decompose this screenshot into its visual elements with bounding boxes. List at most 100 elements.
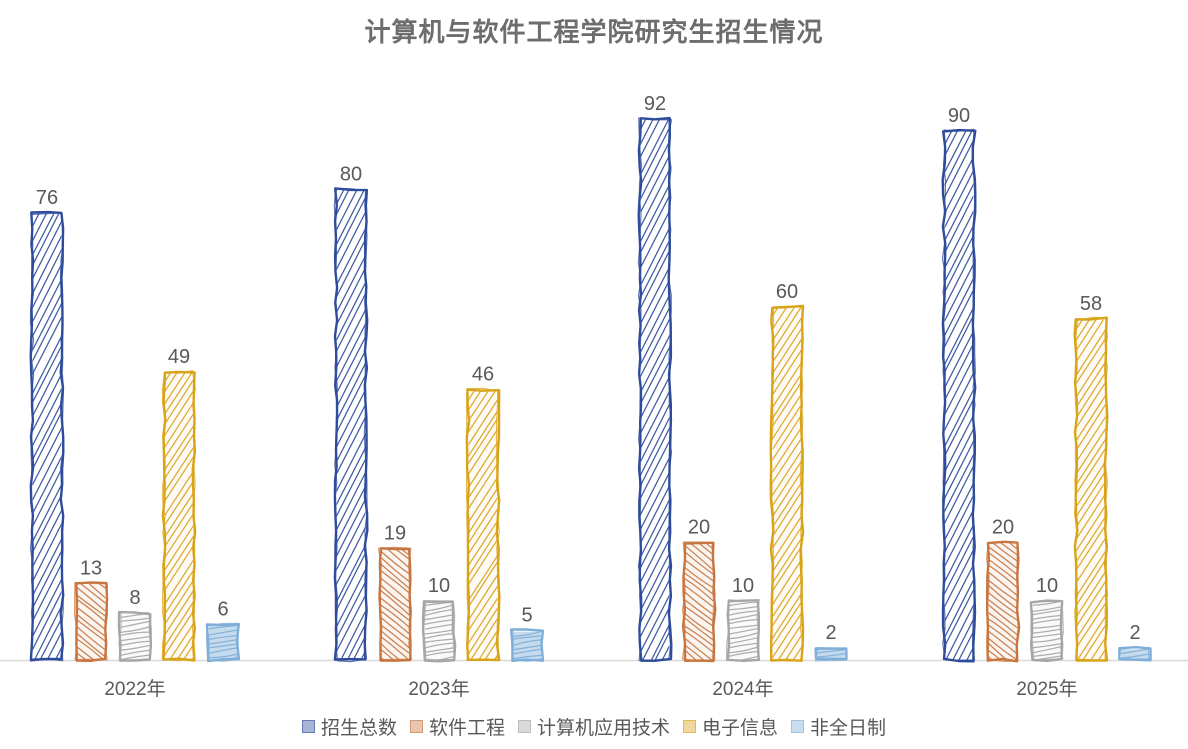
bar-value-label: 2 [1129, 622, 1140, 644]
legend-item-0[interactable]: 招生总数 [301, 713, 397, 740]
legend-swatch [791, 719, 805, 733]
legend-label: 计算机应用技术 [536, 717, 670, 739]
bar-outline-overdraw [465, 387, 500, 662]
x-axis-label: 2022年 [104, 678, 165, 700]
chart-title: 计算机与软件工程学院研究生招生情况 [364, 17, 824, 47]
bar-fill-wash [1121, 649, 1149, 660]
bar-outline-overdraw [726, 599, 760, 661]
bar-s1-c3[interactable] [986, 513, 1021, 707]
bar-fill-wash [817, 649, 845, 660]
bar-outline-overdraw [512, 628, 544, 662]
bar-value-label: 46 [472, 364, 494, 386]
bar-outline-overdraw [161, 370, 196, 662]
bar-value-label: 76 [36, 187, 58, 209]
bar-s3-c3[interactable] [847, 316, 1188, 662]
legend-item-1[interactable]: 软件工程 [409, 713, 505, 740]
legend-label: 软件工程 [428, 717, 505, 739]
bar-value-label: 60 [776, 281, 798, 303]
legend-label: 电子信息 [702, 717, 779, 739]
bar-hatch [988, 543, 1018, 661]
bar-outline-overdraw [118, 611, 152, 661]
bar-outline [117, 610, 153, 662]
bar-s4-c3[interactable] [1118, 635, 1152, 668]
bar-outline-overdraw [1119, 647, 1150, 660]
bar-value-label: 20 [992, 516, 1014, 538]
bar-outline-overdraw [333, 187, 368, 663]
bar-value-label: 13 [80, 558, 102, 580]
bar-value-label: 20 [688, 516, 710, 538]
bar-outline-overdraw [1030, 600, 1064, 661]
bar-hatch [468, 390, 498, 661]
bar-s3-c0[interactable] [0, 370, 385, 662]
bar-value-label: 92 [644, 93, 666, 115]
bar-s1-c2[interactable] [681, 512, 717, 708]
bar-outline-overdraw [770, 305, 804, 662]
bar-s1-c1[interactable] [377, 519, 412, 713]
bar-s3-c1[interactable] [286, 387, 675, 662]
bar-hatch [336, 190, 366, 661]
bar-outline-overdraw [74, 581, 108, 661]
bar-s0-c1[interactable] [88, 187, 608, 663]
bar-value-label: 49 [168, 346, 190, 368]
legend: 招生总数 软件工程 计算机应用技术 电子信息 非全日制 [0, 710, 1188, 742]
bar-value-label: 6 [217, 599, 228, 621]
bar-outline-overdraw [637, 117, 673, 662]
bar-outline-overdraw [814, 646, 848, 662]
x-axis-label: 2023年 [408, 678, 469, 700]
bar-s0-c3[interactable] [668, 128, 1188, 663]
bar-fill-wash [77, 584, 105, 660]
bar-outline [637, 116, 673, 662]
legend-swatch [517, 719, 531, 733]
bar-outline-overdraw [986, 541, 1019, 662]
bar-value-label: 10 [428, 575, 450, 597]
bar-hatch [76, 584, 106, 661]
bar-value-label: 58 [1080, 293, 1102, 315]
bar-s4-c1[interactable] [509, 618, 545, 668]
legend-label: 非全日制 [810, 717, 887, 739]
bar-value-label: 80 [340, 164, 362, 186]
bar-outline-overdraw [422, 601, 456, 661]
bar-value-label: 10 [732, 575, 754, 597]
bar-s2-c0[interactable] [117, 599, 153, 670]
legend-swatch [683, 719, 696, 733]
bar-s2-c2[interactable] [726, 586, 760, 665]
bar-s2-c1[interactable] [421, 586, 457, 667]
bar-s4-c0[interactable] [205, 611, 241, 668]
bar-value-label: 10 [1036, 575, 1058, 597]
bar-value-label: 2 [825, 622, 836, 644]
bar-value-label: 90 [948, 105, 970, 127]
legend-swatch [409, 719, 423, 733]
bar-s3-c2[interactable] [535, 304, 1037, 662]
bar-outline-overdraw [377, 546, 412, 661]
bar-hatch [32, 213, 62, 661]
bar-hatch [1032, 601, 1062, 661]
x-axis-label: 2024年 [712, 678, 773, 700]
bar-value-label: 19 [384, 522, 406, 544]
bar-outline-overdraw [1073, 316, 1109, 662]
bar-s1-c0[interactable] [74, 553, 109, 709]
bar-s2-c3[interactable] [1029, 586, 1064, 666]
legend-label: 招生总数 [320, 717, 397, 739]
bar-value-label: 5 [521, 605, 532, 627]
legend-swatch [301, 719, 315, 733]
bar-value-label: 8 [129, 587, 140, 609]
legend-item-3[interactable]: 电子信息 [683, 713, 778, 740]
legend-item-4[interactable]: 非全日制 [791, 713, 886, 740]
bar-hatch [816, 648, 846, 661]
bar-outline-overdraw [29, 212, 65, 662]
bar-hatch [1120, 648, 1150, 661]
legend-item-2[interactable]: 计算机应用技术 [517, 713, 670, 740]
x-axis-label: 2025年 [1016, 678, 1077, 700]
bar-outline-overdraw [681, 541, 716, 662]
bar-outline-overdraw [205, 622, 239, 662]
bar-hatch [512, 631, 542, 661]
bar-s4-c2[interactable] [814, 634, 848, 667]
bar-s0-c0[interactable] [0, 210, 296, 662]
bar-outline [333, 187, 369, 661]
bar-hatch [120, 613, 150, 661]
bar-hatch [164, 372, 194, 661]
bar-s0-c2[interactable] [356, 116, 946, 662]
bar-outline [205, 622, 241, 663]
bar-outline-overdraw [941, 128, 976, 661]
